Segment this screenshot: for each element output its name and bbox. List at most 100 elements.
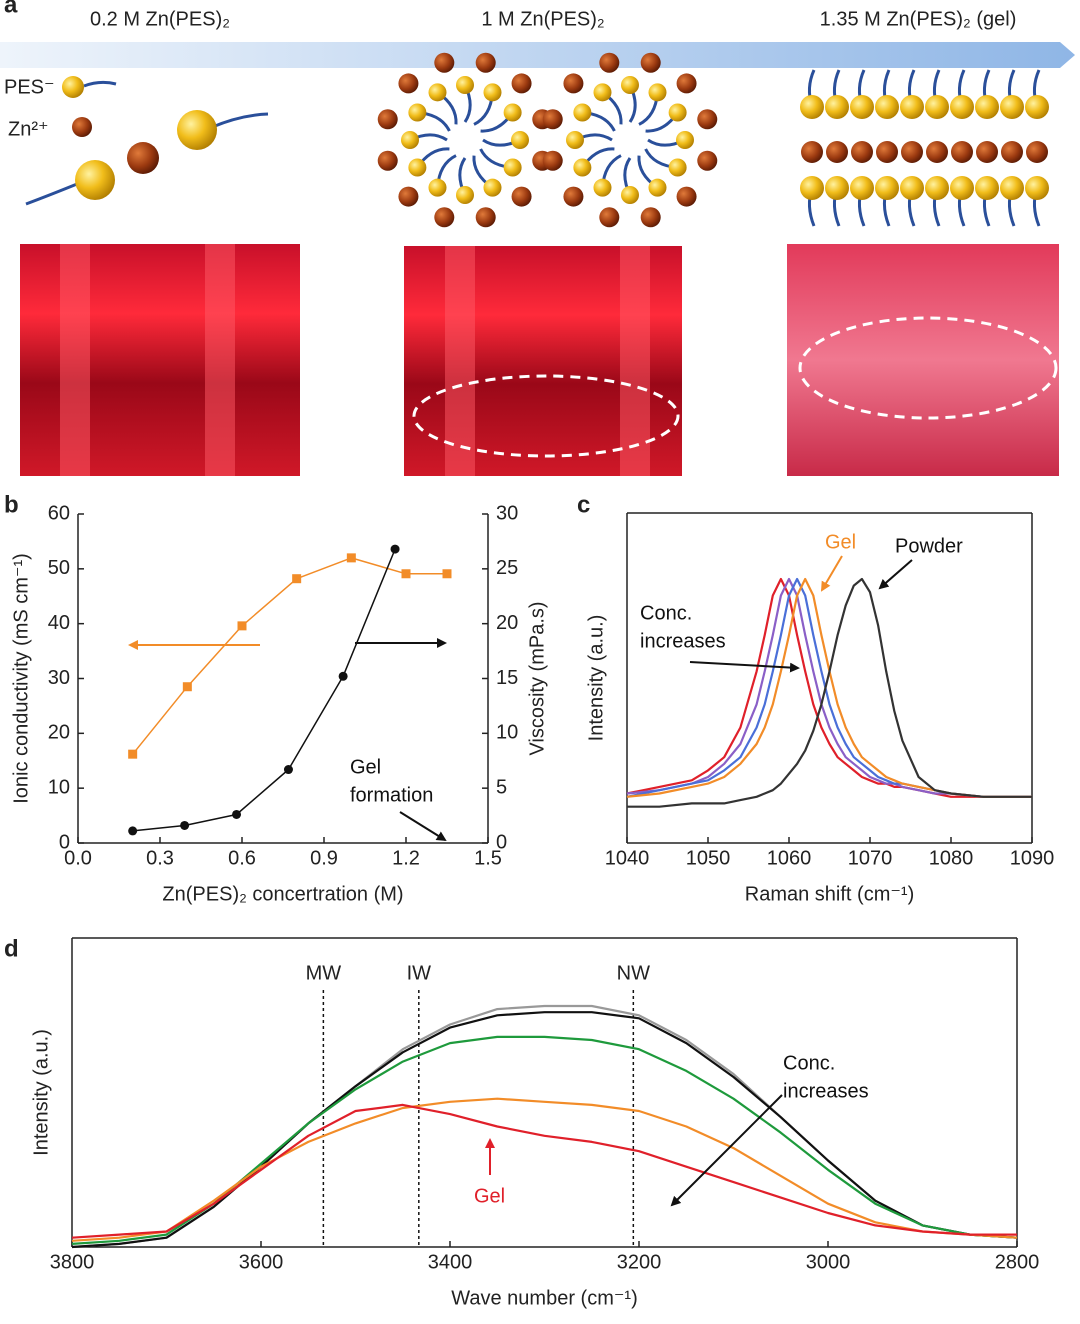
series-line [627,577,1032,808]
y-axis-title: Ionic conductivity (mS cm⁻¹) [10,553,32,804]
zn-ion [72,117,92,137]
y-axis-title: Intensity (a.u.) [30,1029,52,1156]
pes-head [503,158,522,177]
zn-ion [697,109,718,130]
photo [787,244,1059,476]
pes-head [503,103,522,122]
zn-ion [511,73,532,94]
zn-ion [434,207,455,228]
marker [338,671,348,681]
pes-tail [209,112,269,130]
series-line [71,1004,1018,1249]
y-tick-label: 10 [48,776,70,798]
x-tick-label: 2800 [995,1251,1040,1273]
pes-head [875,95,899,119]
zn-ion [976,141,998,163]
pes-head [950,176,974,200]
pes-head [850,176,874,200]
pes-head [668,158,687,177]
x-tick-label: 3400 [428,1251,473,1273]
pes-head [975,95,999,119]
zn-ion [377,150,398,171]
zn-ion [377,109,398,130]
panel-label: c [577,491,590,518]
x-tick-label: 1090 [1010,847,1055,869]
zn-ion [640,207,661,228]
x-tick-label: 1070 [848,847,893,869]
pes-head [177,110,217,150]
marker [232,809,242,819]
x-tick-label: 1.5 [474,847,502,869]
zn-ion [640,52,661,73]
x-axis-title: Raman shift (cm⁻¹) [745,883,914,905]
schematic [25,52,1049,228]
photo-detail [60,244,90,476]
annotation: formation [350,784,433,806]
marker [283,765,293,775]
x-tick-label: 0.6 [228,847,256,869]
series-line [71,1103,1017,1239]
annotation: Gel [474,1185,505,1207]
pes-head [1025,95,1049,119]
y2-tick-label: 25 [496,557,518,579]
y2-tick-label: 30 [496,502,518,524]
x-tick-label: 1080 [929,847,974,869]
x-axis-title: Wave number (cm⁻¹) [451,1287,638,1309]
pes-head [950,95,974,119]
y2-tick-label: 5 [496,776,507,798]
annotation: Gel [825,531,856,553]
x-tick-label: 3000 [806,1251,851,1273]
pes-head [648,178,667,197]
pes-head [428,83,447,102]
condition-label: 1 M Zn(PES)₂ [481,8,604,30]
pes-head [1000,176,1024,200]
y-tick-label: 0 [59,831,70,853]
marker [401,569,411,579]
zn-ion [951,141,973,163]
pes-head [875,176,899,200]
zn-ion [851,141,873,163]
x-tick-label: 3600 [239,1251,284,1273]
y2-axis-title: Viscosity (mPa.s) [526,601,548,755]
pes-head [511,131,529,149]
marker [237,621,247,631]
series-line [626,577,1032,798]
pes-head [825,95,849,119]
annotation: increases [640,630,726,652]
pes-head [648,83,667,102]
annotation: increases [783,1080,869,1102]
pes-head [483,83,502,102]
zn-ion [398,186,419,207]
photo-detail [620,246,650,476]
pes-head [593,178,612,197]
zn-ion [1001,141,1023,163]
series-line [71,1011,1018,1249]
condition-label: 0.2 M Zn(PES)₂ [90,8,230,30]
pes-head [925,176,949,200]
x-axis-title: Zn(PES)₂ concertration (M) [162,883,403,905]
annotation-arrow [878,559,913,590]
zn-ion [563,73,584,94]
marker [182,682,192,692]
zn-ion [599,207,620,228]
zn-ion [542,109,563,130]
pes-head [456,186,474,204]
series-line [132,548,396,832]
pes-head [676,131,694,149]
pes-head [668,103,687,122]
x-tick-label: 1040 [605,847,650,869]
marker [390,544,400,554]
reference-label: MW [306,962,342,984]
pes-head [1025,176,1049,200]
pes-head [483,178,502,197]
photo-detail [445,246,475,476]
panel-label: d [4,935,19,962]
annotation-arrow [820,555,843,592]
y-tick-label: 20 [48,722,70,744]
zn-ion [926,141,948,163]
pes-head [75,160,115,200]
reference-label: NW [617,962,650,984]
legend-label: Zn²⁺ [8,118,49,140]
reference-label: IW [407,962,432,984]
